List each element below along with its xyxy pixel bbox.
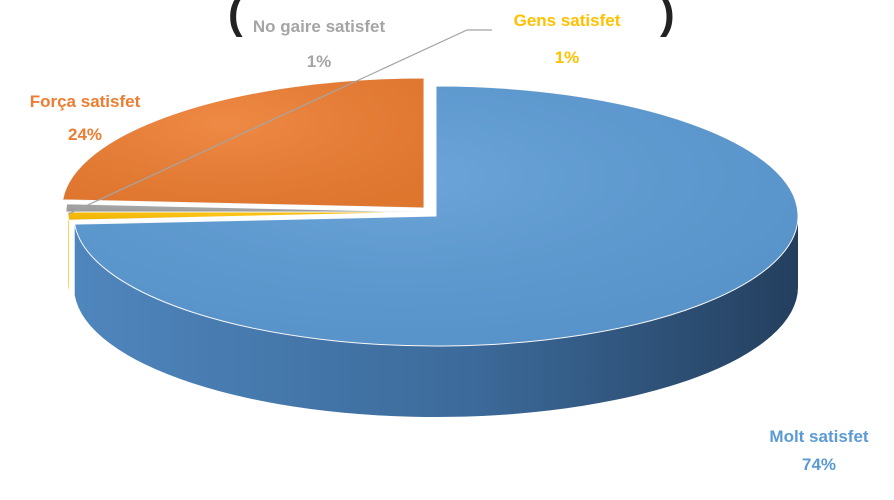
value-no-gaire-satisfet: 1%	[307, 52, 332, 71]
label-gens-satisfet: Gens satisfet	[514, 11, 621, 30]
label-no-gaire-satisfet: No gaire satisfet	[253, 17, 386, 36]
data-labels: Molt satisfet 74% Gens satisfet 1% No ga…	[30, 11, 869, 474]
pie-slice-shading	[66, 203, 428, 212]
value-molt-satisfet: 74%	[802, 455, 836, 474]
pie-slice-shading	[68, 212, 430, 221]
label-forca-satisfet: Força satisfet	[30, 92, 141, 111]
pie-side-group	[68, 212, 799, 418]
value-gens-satisfet: 1%	[555, 48, 580, 67]
pie-top-group	[62, 77, 799, 347]
chart-title-open: (	[228, 0, 243, 38]
leader-lines	[67, 29, 492, 215]
leader-line-gens-satisfet	[67, 29, 492, 215]
pie-slice-shading	[74, 86, 798, 347]
label-molt-satisfet: Molt satisfet	[769, 427, 869, 446]
value-forca-satisfet: 24%	[68, 125, 102, 144]
pie-side-molt-satisfet	[74, 216, 799, 418]
chart-title-close: )	[660, 0, 675, 38]
pie-side-gens-satisfet	[68, 212, 69, 292]
